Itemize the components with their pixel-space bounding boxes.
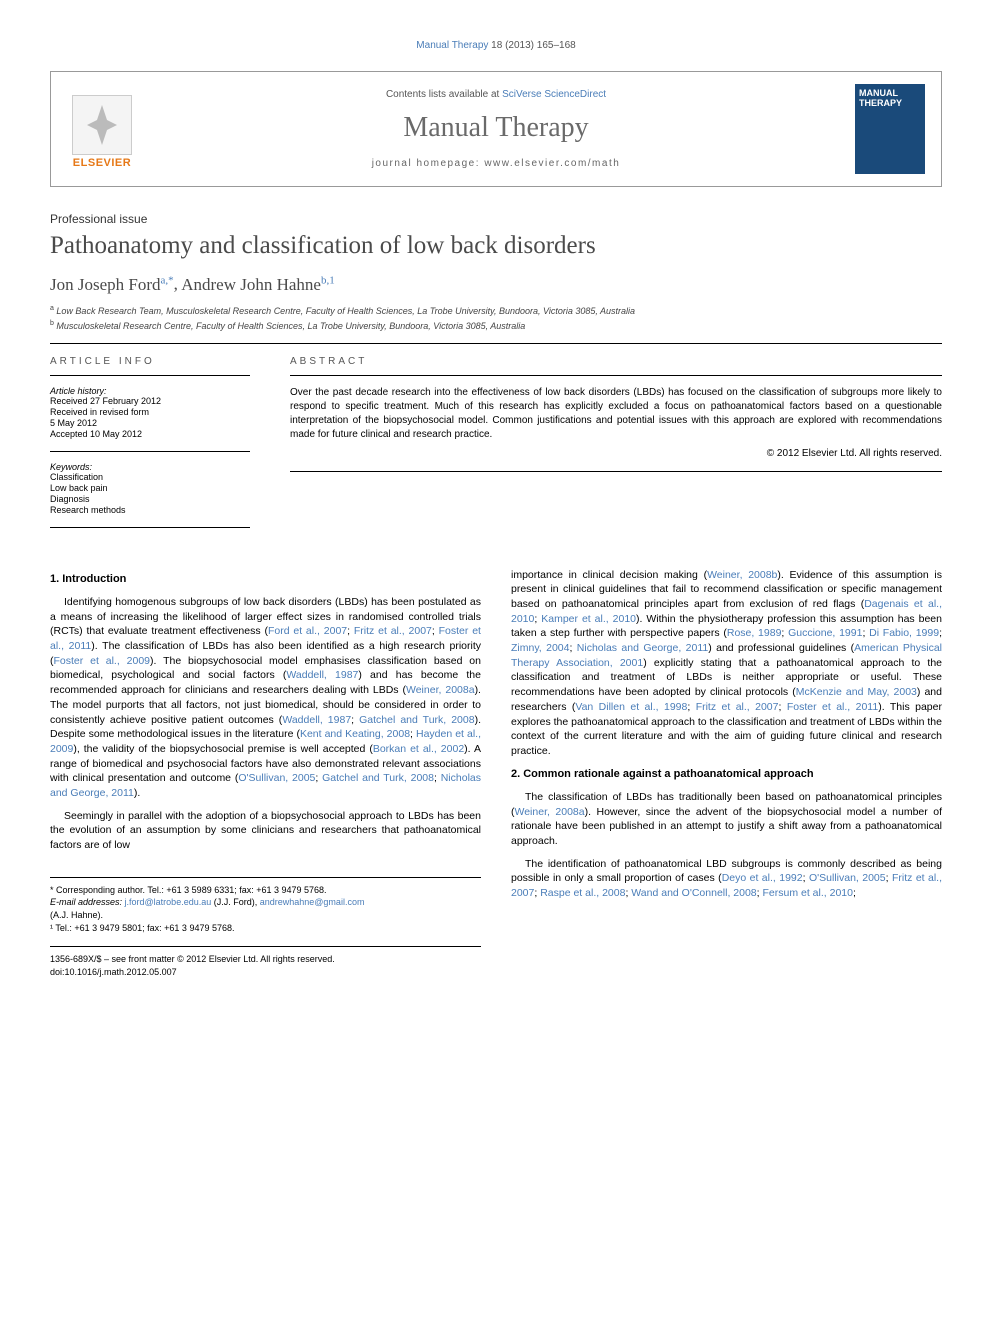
citation-link[interactable]: Fersum et al., 2010 <box>763 887 853 899</box>
authors-line: Jon Joseph Forda,*, Andrew John Hahneb,1 <box>50 274 942 295</box>
body-columns: 1. Introduction Identifying homogenous s… <box>50 568 942 979</box>
corresponding-author-note: * Corresponding author. Tel.: +61 3 5989… <box>50 884 481 897</box>
citation-link[interactable]: Waddell, 1987 <box>282 714 351 726</box>
keywords-label: Keywords: <box>50 462 250 472</box>
author-1[interactable]: Jon Joseph Forda,* <box>50 275 174 294</box>
abstract-text: Over the past decade research into the e… <box>290 386 942 442</box>
history-line: Accepted 10 May 2012 <box>50 429 250 439</box>
article-title: Pathoanatomy and classification of low b… <box>50 232 942 260</box>
abstract-heading: ABSTRACT <box>290 356 942 376</box>
email-addresses-line: E-mail addresses: j.ford@latrobe.edu.au … <box>50 896 481 909</box>
divider <box>50 343 942 344</box>
cover-title: MANUAL THERAPY <box>859 88 921 108</box>
citation-link[interactable]: Rose, 1989 <box>727 627 782 639</box>
history-line: Received in revised form <box>50 407 250 417</box>
body-column-right: importance in clinical decision making (… <box>511 568 942 979</box>
article-type: Professional issue <box>50 212 942 226</box>
sciencedirect-link[interactable]: SciVerse ScienceDirect <box>502 89 606 100</box>
footnote-1: ¹ Tel.: +61 3 9479 5801; fax: +61 3 9479… <box>50 922 481 935</box>
elsevier-logo[interactable]: ELSEVIER <box>67 89 137 169</box>
citation-link[interactable]: Zimny, 2004 <box>511 642 569 654</box>
article-info-heading: ARTICLE INFO <box>50 356 250 376</box>
email-link-1[interactable]: j.ford@latrobe.edu.au <box>125 897 212 907</box>
history-line: Received 27 February 2012 <box>50 396 250 406</box>
running-head-volpages: 18 (2013) 165–168 <box>491 40 576 51</box>
elsevier-tree-icon <box>72 95 132 155</box>
divider <box>290 471 942 472</box>
citation-link[interactable]: Gatchel and Turk, 2008 <box>322 772 434 784</box>
running-head: Manual Therapy 18 (2013) 165–168 <box>50 40 942 51</box>
footnotes: * Corresponding author. Tel.: +61 3 5989… <box>50 877 481 934</box>
page-root: Manual Therapy 18 (2013) 165–168 ELSEVIE… <box>0 0 992 1018</box>
journal-cover-thumbnail[interactable]: MANUAL THERAPY <box>855 84 925 174</box>
section-1-para-2-cont: importance in clinical decision making (… <box>511 568 942 759</box>
citation-link[interactable]: Kamper et al., 2010 <box>541 613 636 625</box>
keyword: Research methods <box>50 505 250 515</box>
masthead-center: Contents lists available at SciVerse Sci… <box>153 89 839 169</box>
journal-name: Manual Therapy <box>153 112 839 144</box>
affiliation-b: b Musculoskeletal Research Centre, Facul… <box>50 320 942 331</box>
history-line: 5 May 2012 <box>50 418 250 428</box>
email-who-2: (A.J. Hahne). <box>50 909 481 922</box>
citation-link[interactable]: Fritz et al., 2007 <box>354 625 432 637</box>
citation-link[interactable]: Foster et al., 2011 <box>787 701 878 713</box>
journal-homepage-line: journal homepage: www.elsevier.com/math <box>153 158 839 169</box>
section-1-heading: 1. Introduction <box>50 572 481 587</box>
citation-link[interactable]: Weiner, 2008b <box>707 569 777 581</box>
contents-available-line: Contents lists available at SciVerse Sci… <box>153 89 839 100</box>
article-info-column: ARTICLE INFO Article history: Received 2… <box>50 356 250 538</box>
masthead: ELSEVIER Contents lists available at Sci… <box>50 71 942 187</box>
citation-link[interactable]: Nicholas and George, 2011 <box>577 642 708 654</box>
body-column-left: 1. Introduction Identifying homogenous s… <box>50 568 481 979</box>
abstract-copyright: © 2012 Elsevier Ltd. All rights reserved… <box>290 448 942 459</box>
elsevier-label: ELSEVIER <box>73 157 131 169</box>
citation-link[interactable]: O'Sullivan, 2005 <box>809 872 886 884</box>
citation-link[interactable]: Ford et al., 2007 <box>268 625 347 637</box>
citation-link[interactable]: Wand and O'Connell, 2008 <box>631 887 756 899</box>
citation-link[interactable]: Weiner, 2008a <box>406 684 475 696</box>
citation-link[interactable]: Borkan et al., 2002 <box>373 743 464 755</box>
citation-link[interactable]: Di Fabio, 1999 <box>869 627 939 639</box>
citation-link[interactable]: Weiner, 2008a <box>515 806 585 818</box>
section-2-heading: 2. Common rationale against a pathoanato… <box>511 767 942 782</box>
citation-link[interactable]: O'Sullivan, 2005 <box>238 772 315 784</box>
journal-homepage-url[interactable]: www.elsevier.com/math <box>484 158 620 169</box>
author-2[interactable]: Andrew John Hahneb,1 <box>181 275 335 294</box>
section-1-para-1: Identifying homogenous subgroups of low … <box>50 595 481 801</box>
citation-link[interactable]: Raspe et al., 2008 <box>540 887 625 899</box>
citation-link[interactable]: Foster et al., 2009 <box>54 655 151 667</box>
citation-link[interactable]: McKenzie and May, 2003 <box>796 686 917 698</box>
info-separator <box>50 527 250 528</box>
doi-link[interactable]: 10.1016/j.math.2012.05.007 <box>65 967 177 977</box>
citation-link[interactable]: Waddell, 1987 <box>286 669 358 681</box>
article-history-block: Article history: Received 27 February 20… <box>50 386 250 439</box>
citation-link[interactable]: Deyo et al., 1992 <box>722 872 803 884</box>
citation-link[interactable]: Fritz et al., 2007 <box>696 701 779 713</box>
keywords-block: Keywords: Classification Low back pain D… <box>50 462 250 515</box>
keyword: Diagnosis <box>50 494 250 504</box>
citation-link[interactable]: Van Dillen et al., 1998 <box>575 701 687 713</box>
citation-link[interactable]: Kent and Keating, 2008 <box>300 728 410 740</box>
info-abstract-row: ARTICLE INFO Article history: Received 2… <box>50 356 942 538</box>
info-separator <box>50 451 250 452</box>
citation-link[interactable]: Gatchel and Turk, 2008 <box>359 714 474 726</box>
running-head-journal[interactable]: Manual Therapy <box>416 40 488 51</box>
section-1-para-2: Seemingly in parallel with the adoption … <box>50 809 481 853</box>
keyword: Low back pain <box>50 483 250 493</box>
section-2-para-1: The classification of LBDs has tradition… <box>511 790 942 849</box>
abstract-column: ABSTRACT Over the past decade research i… <box>290 356 942 538</box>
history-label: Article history: <box>50 386 250 396</box>
section-2-para-2: The identification of pathoanatomical LB… <box>511 857 942 901</box>
affiliation-a: a Low Back Research Team, Musculoskeleta… <box>50 305 942 316</box>
front-matter-line: 1356-689X/$ – see front matter © 2012 El… <box>50 946 481 978</box>
keyword: Classification <box>50 472 250 482</box>
email-link-2[interactable]: andrewhahne@gmail.com <box>260 897 365 907</box>
citation-link[interactable]: Guccione, 1991 <box>788 627 862 639</box>
